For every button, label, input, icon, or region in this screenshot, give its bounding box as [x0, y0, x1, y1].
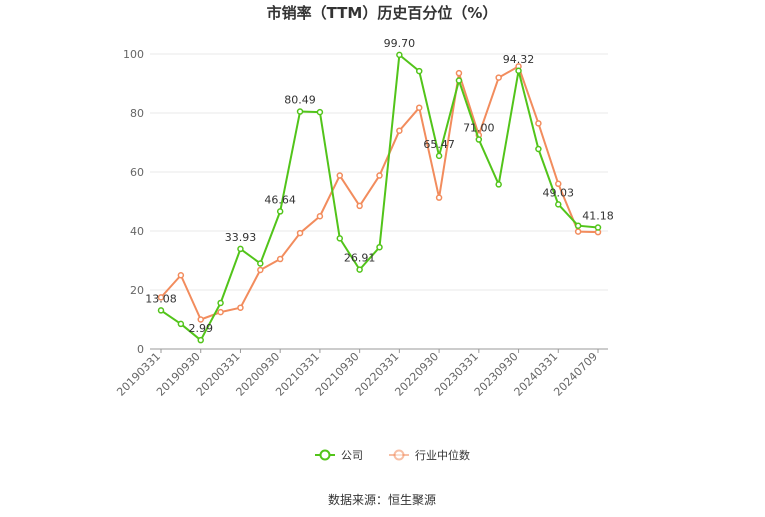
- series-0-point: [217, 299, 224, 307]
- data-label: 33.93: [225, 231, 257, 244]
- data-label: 71.00: [463, 122, 495, 135]
- data-label: 94.32: [503, 53, 535, 66]
- x-tick-label: 20240709: [551, 350, 600, 399]
- series-0-point: [535, 145, 542, 153]
- series-1-point: [455, 69, 463, 77]
- series-0-point: [237, 245, 244, 253]
- series-1-point: [157, 294, 165, 301]
- series-1-point: [396, 127, 403, 134]
- series-1-point: [535, 120, 542, 127]
- series-0-point: [475, 136, 483, 143]
- y-tick-label: 20: [130, 284, 144, 297]
- data-label: 2.99: [188, 322, 213, 335]
- series-0-point: [574, 222, 582, 229]
- grid: [150, 53, 608, 291]
- y-tick-label: 0: [137, 343, 144, 356]
- series-1-point: [574, 228, 582, 235]
- series-0-point: [197, 336, 204, 344]
- data-label: 41.18: [582, 210, 614, 223]
- y-tick-label: 100: [123, 48, 144, 61]
- data-label: 46.64: [264, 193, 296, 206]
- series-1-point: [555, 180, 562, 188]
- legend-marker: [319, 449, 331, 461]
- series-0-point: [396, 51, 403, 59]
- series-1-point: [296, 229, 304, 237]
- data-label: 13.08: [145, 292, 177, 305]
- legend-label: 行业中位数: [415, 448, 470, 462]
- y-tick-label: 60: [130, 166, 144, 179]
- series-1-point: [336, 172, 344, 179]
- series-0-point: [157, 307, 165, 314]
- series-0-point: [376, 243, 383, 251]
- series-1-point: [177, 272, 185, 279]
- series-1-point: [217, 308, 224, 316]
- chart-title: 市销率（TTM）历史百分位（%）: [267, 4, 498, 22]
- data-label: 80.49: [284, 94, 316, 107]
- series-0-point: [435, 152, 443, 160]
- series-1-point: [435, 194, 443, 201]
- data-label: 49.03: [543, 186, 575, 199]
- series-0-point: [515, 67, 522, 75]
- y-axis: 0 20 40 60 80 100: [123, 48, 144, 356]
- data-label: 65.47: [423, 138, 455, 151]
- series-0-point: [555, 201, 562, 208]
- series-0-point: [336, 235, 344, 242]
- series-0-point: [356, 266, 363, 273]
- legend-item-1[interactable]: 行业中位数: [389, 448, 470, 462]
- data-label: 26.91: [344, 252, 376, 265]
- series-0-point: [276, 208, 284, 215]
- series-1-point: [316, 213, 324, 220]
- legend-label: 公司: [341, 449, 363, 462]
- series-1-point: [237, 304, 244, 311]
- series-line-0: [160, 53, 599, 342]
- x-axis: 2019033120190930202003312020093020210331…: [114, 348, 608, 399]
- series-0-point: [455, 77, 463, 84]
- series-0-point: [296, 108, 304, 115]
- data-label: 99.70: [384, 37, 416, 50]
- legend[interactable]: 公司 行业中位数: [315, 448, 470, 462]
- series-group: [157, 51, 602, 344]
- series-0-point: [594, 224, 602, 231]
- data-labels: 13.08 2.99 33.93 46.64 80.49 26.91 99.70 65.47 7…: [145, 37, 614, 335]
- source-note: 数据来源：恒生聚源: [328, 492, 436, 507]
- series-1-point: [495, 74, 502, 81]
- series-line-1: [160, 65, 599, 321]
- series-0-point: [177, 320, 185, 328]
- series-1-point: [276, 255, 284, 263]
- series-1-point: [415, 104, 423, 111]
- y-tick-label: 80: [130, 107, 144, 120]
- legend-item-0[interactable]: 公司: [315, 449, 363, 462]
- series-0-point: [257, 260, 264, 267]
- series-1-point: [376, 172, 383, 179]
- series-0-point: [495, 181, 502, 188]
- series-0-point: [316, 108, 324, 116]
- legend-marker: [393, 449, 405, 461]
- series-1-point: [257, 266, 264, 274]
- y-tick-label: 40: [130, 225, 144, 238]
- series-1-point: [197, 316, 204, 323]
- series-1-point: [356, 202, 363, 210]
- series-0-point: [415, 67, 423, 75]
